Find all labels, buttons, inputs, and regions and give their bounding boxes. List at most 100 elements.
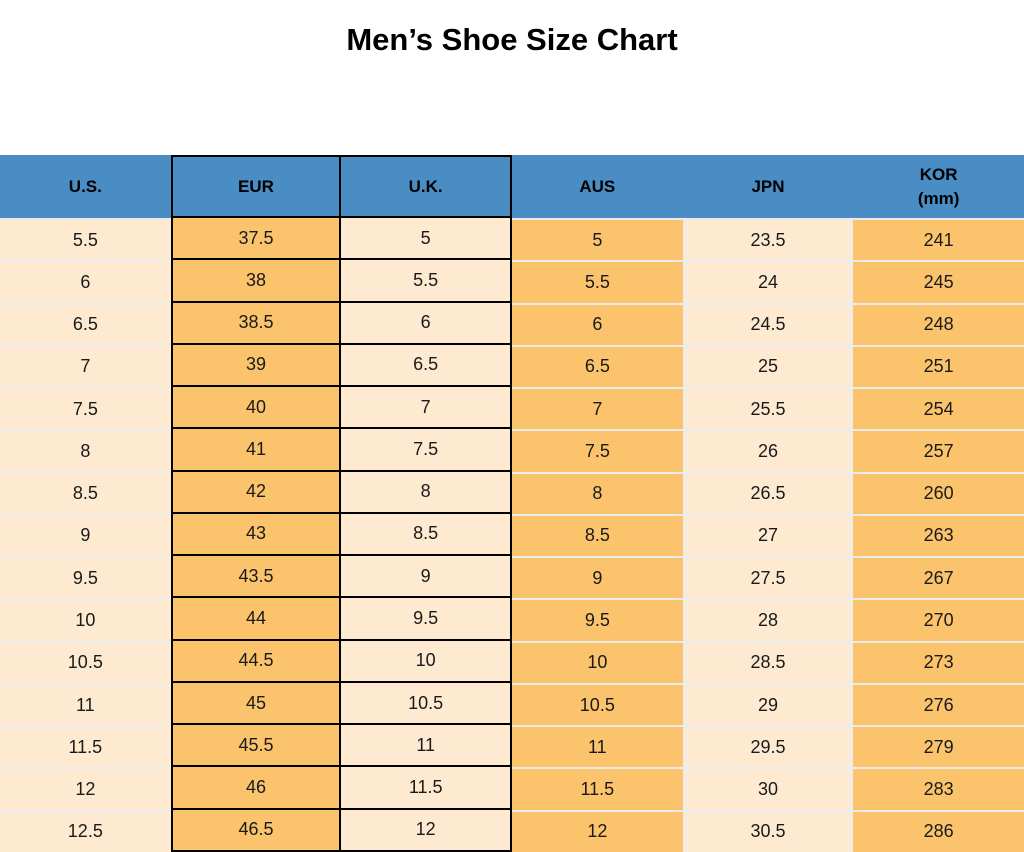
table-cell-eur-row13: 45.5 (170, 725, 342, 768)
table-cell-jpn-row11: 28.5 (682, 640, 854, 683)
table-cell-uk-row1: 5 (341, 218, 512, 261)
chart-title: Men’s Shoe Size Chart (346, 22, 678, 57)
table-cell-kor-row12: 276 (853, 682, 1024, 726)
table-cell-eur-row2: 38 (170, 260, 342, 303)
table-cell-aus-row14: 11.5 (512, 767, 683, 810)
table-cell-us-row3: 6.5 (0, 302, 171, 345)
column-header-kor: KOR (mm) (853, 155, 1024, 218)
table-cell-kor-row9: 267 (853, 556, 1024, 599)
table-cell-aus-row6: 7.5 (512, 429, 683, 472)
shoe-size-table: U.S. EUR U.K. AUS JPN KOR (mm) 5.5 37.5 5 5… (0, 155, 1024, 852)
table-cell-kor-row8: 263 (853, 513, 1024, 557)
title-area: Men’s Shoe Size Chart (0, 0, 1024, 155)
column-header-label: EUR (238, 176, 274, 196)
table-cell-eur-row9: 43.5 (170, 556, 342, 599)
table-cell-uk-row9: 9 (341, 556, 512, 599)
table-cell-aus-row10: 9.5 (512, 598, 683, 641)
table-cell-uk-row10: 9.5 (341, 598, 512, 641)
table-cell-jpn-row8: 27 (682, 513, 854, 557)
table-cell-aus-row13: 11 (512, 725, 683, 768)
table-cell-jpn-row10: 28 (682, 598, 854, 641)
table-cell-jpn-row13: 29.5 (682, 725, 854, 768)
table-cell-us-row12: 11 (0, 682, 171, 726)
table-cell-eur-row4: 39 (170, 344, 342, 388)
column-header-label: KOR (919, 164, 958, 184)
table-cell-us-row14: 12 (0, 767, 171, 810)
table-cell-uk-row15: 12 (341, 809, 512, 852)
column-header-label: JPN (751, 176, 785, 196)
table-cell-jpn-row6: 26 (682, 429, 854, 472)
table-cell-aus-row8: 8.5 (512, 513, 683, 557)
table-cell-jpn-row12: 29 (682, 682, 854, 726)
table-cell-kor-row13: 279 (853, 725, 1024, 768)
table-cell-jpn-row4: 25 (682, 344, 854, 388)
table-cell-kor-row6: 257 (853, 429, 1024, 472)
table-cell-us-row9: 9.5 (0, 556, 171, 599)
table-cell-kor-row11: 273 (853, 640, 1024, 683)
table-cell-uk-row11: 10 (341, 640, 512, 683)
table-cell-uk-row13: 11 (341, 725, 512, 768)
table-cell-us-row8: 9 (0, 513, 171, 557)
table-cell-aus-row9: 9 (512, 556, 683, 599)
column-header-us: U.S. (0, 155, 171, 218)
table-cell-eur-row8: 43 (170, 513, 342, 557)
table-cell-kor-row4: 251 (853, 344, 1024, 388)
table-cell-aus-row1: 5 (512, 218, 683, 261)
table-cell-aus-row5: 7 (512, 387, 683, 430)
table-cell-uk-row2: 5.5 (341, 260, 512, 303)
table-cell-jpn-row2: 24 (682, 260, 854, 303)
table-cell-aus-row3: 6 (512, 302, 683, 345)
table-cell-eur-row7: 42 (170, 471, 342, 514)
column-header-label: U.S. (68, 176, 102, 196)
table-cell-eur-row15: 46.5 (170, 809, 342, 852)
table-cell-uk-row6: 7.5 (341, 429, 512, 472)
table-cell-uk-row5: 7 (341, 387, 512, 430)
table-cell-jpn-row7: 26.5 (682, 471, 854, 514)
table-cell-eur-row6: 41 (170, 429, 342, 472)
column-header-label: AUS (579, 176, 616, 196)
table-cell-eur-row11: 44.5 (170, 640, 342, 683)
table-cell-kor-row2: 245 (853, 260, 1024, 303)
table-cell-kor-row5: 254 (853, 387, 1024, 430)
table-cell-aus-row7: 8 (512, 471, 683, 514)
table-cell-aus-row2: 5.5 (512, 260, 683, 303)
table-cell-us-row15: 12.5 (0, 809, 171, 852)
table-cell-eur-row14: 46 (170, 767, 342, 810)
column-header-aus: AUS (512, 155, 683, 218)
column-header-label: U.K. (408, 176, 443, 196)
table-cell-us-row1: 5.5 (0, 218, 171, 261)
table-cell-jpn-row5: 25.5 (682, 387, 854, 430)
table-cell-kor-row7: 260 (853, 471, 1024, 514)
table-cell-us-row7: 8.5 (0, 471, 171, 514)
table-cell-eur-row1: 37.5 (170, 218, 342, 261)
table-cell-us-row11: 10.5 (0, 640, 171, 683)
table-cell-uk-row4: 6.5 (341, 344, 512, 388)
table-cell-eur-row3: 38.5 (170, 302, 342, 345)
table-cell-eur-row5: 40 (170, 387, 342, 430)
column-header-uk: U.K. (341, 155, 512, 218)
table-cell-uk-row8: 8.5 (341, 513, 512, 557)
table-cell-kor-row1: 241 (853, 218, 1024, 261)
table-cell-jpn-row9: 27.5 (682, 556, 854, 599)
table-cell-kor-row15: 286 (853, 809, 1024, 852)
table-cell-us-row4: 7 (0, 344, 171, 388)
table-cell-aus-row12: 10.5 (512, 682, 683, 726)
table-cell-jpn-row15: 30.5 (682, 809, 854, 852)
table-cell-us-row5: 7.5 (0, 387, 171, 430)
table-cell-us-row10: 10 (0, 598, 171, 641)
table-cell-jpn-row3: 24.5 (682, 302, 854, 345)
table-cell-eur-row10: 44 (170, 598, 342, 641)
table-cell-kor-row3: 248 (853, 302, 1024, 345)
column-header-eur: EUR (170, 155, 342, 218)
table-cell-uk-row14: 11.5 (341, 767, 512, 810)
table-cell-jpn-row14: 30 (682, 767, 854, 810)
table-cell-kor-row14: 283 (853, 767, 1024, 810)
table-cell-aus-row11: 10 (512, 640, 683, 683)
table-cell-uk-row3: 6 (341, 302, 512, 345)
table-cell-aus-row15: 12 (512, 809, 683, 852)
table-cell-aus-row4: 6.5 (512, 344, 683, 388)
table-cell-us-row2: 6 (0, 260, 171, 303)
table-cell-us-row13: 11.5 (0, 725, 171, 768)
table-cell-uk-row7: 8 (341, 471, 512, 514)
